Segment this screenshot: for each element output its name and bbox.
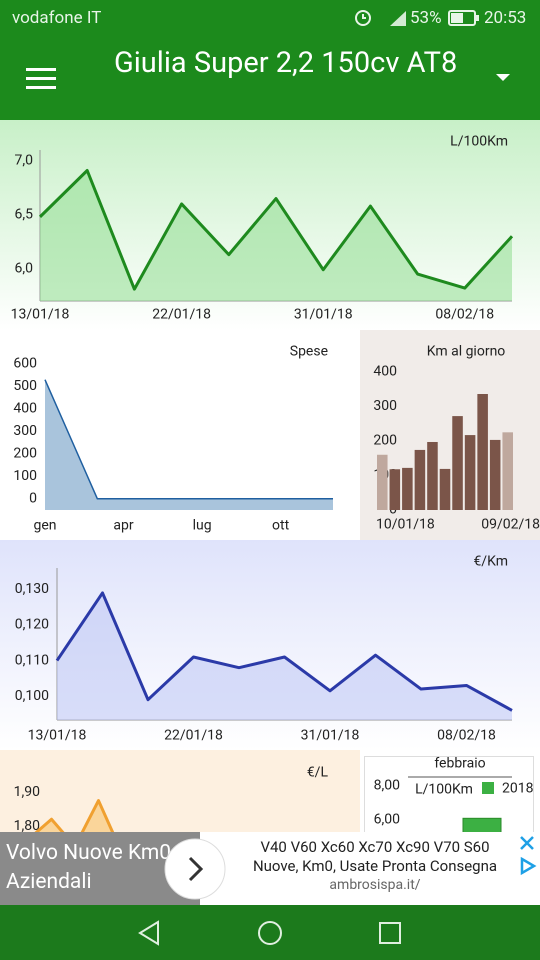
y-tick-label: 0,130 bbox=[15, 581, 49, 597]
y-tick-label: 0,120 bbox=[15, 617, 49, 633]
y-tick-label: 400 bbox=[373, 364, 397, 380]
home-button[interactable] bbox=[258, 921, 282, 945]
area-fill bbox=[40, 170, 512, 301]
vehicle-title: Giulia Super 2,2 150cv AT8 bbox=[114, 46, 458, 80]
ad-headline: Volvo Nuove Km0 Aziendali bbox=[6, 841, 172, 894]
chart-panel: L/100Km 6,0 6,5 7,0 13/01/18 22/01/18 31/01/18… bbox=[0, 120, 540, 330]
ad-left: Volvo Nuove Km0 Aziendali bbox=[0, 832, 200, 905]
battery-icon bbox=[448, 10, 479, 26]
y-tick-label: 6,00 bbox=[374, 812, 400, 828]
clock: 20:53 bbox=[484, 8, 527, 28]
y-tick-label: 600 bbox=[13, 356, 37, 372]
chart-title: €/Km bbox=[473, 554, 508, 570]
y-tick-label: 6,0 bbox=[15, 260, 34, 276]
ad-text: V40 V60 Xc60 Xc70 Xc90 V70 S60 Nuove, Km… bbox=[252, 838, 498, 875]
x-tick-label: gen bbox=[33, 518, 56, 534]
chart-title: Spese bbox=[290, 344, 328, 360]
status-bar: vodafone IT 53% 20:53 bbox=[0, 0, 540, 36]
x-tick-label: 10/01/18 bbox=[376, 517, 435, 533]
bar bbox=[464, 435, 476, 510]
bar bbox=[477, 394, 488, 510]
x-tick-label: ott bbox=[272, 518, 290, 534]
y-tick-label: 7,0 bbox=[15, 152, 34, 168]
x-tick-label: 31/01/18 bbox=[294, 307, 353, 323]
chart-panel: febbraio 6,00 8,00 L/100Km 2018 bbox=[364, 756, 534, 832]
dropdown-button[interactable] bbox=[494, 72, 512, 84]
bar bbox=[389, 469, 401, 510]
x-tick-label: apr bbox=[113, 518, 133, 534]
x-tick-label: lug bbox=[193, 518, 212, 534]
x-tick-label: 08/02/18 bbox=[437, 728, 496, 744]
ad-banner[interactable]: Volvo Nuove Km0 Aziendali V40 V60 Xc60 X… bbox=[0, 832, 540, 905]
panel-background bbox=[0, 750, 360, 832]
y-tick-label: 200 bbox=[373, 433, 397, 449]
y-tick-label: 300 bbox=[13, 423, 37, 439]
chart-title: febbraio bbox=[434, 756, 485, 772]
y-tick-label: 0,100 bbox=[15, 688, 49, 704]
line bbox=[55, 591, 513, 712]
chart-title: Km al giorno bbox=[427, 344, 506, 360]
charts: L/100Km 6,0 6,5 7,0 13/01/18 22/01/18 31/01/18… bbox=[0, 120, 540, 832]
chart-panel: Spese 0 100 200 300 400 500 600 gen apr lug ott bbox=[0, 330, 360, 540]
y-tick-label: 100 bbox=[13, 468, 37, 484]
nav-buttons bbox=[138, 920, 401, 946]
status-icons bbox=[355, 10, 406, 26]
chart-panel: Km al giorno010020030040010/01/1809/02/1… bbox=[360, 330, 540, 540]
bar bbox=[427, 441, 438, 510]
line bbox=[34, 799, 115, 832]
x-tick-label: 31/01/18 bbox=[301, 728, 360, 744]
bar bbox=[502, 432, 513, 510]
bar bbox=[377, 454, 388, 510]
area-fill bbox=[57, 592, 512, 720]
y-tick-label: 0 bbox=[29, 490, 37, 506]
y-tick-label: 0,110 bbox=[15, 652, 49, 668]
x-tick-label: 08/02/18 bbox=[435, 307, 494, 323]
legend-swatch bbox=[482, 782, 494, 794]
chart-panel: €/Km 0,100 0,110 0,120 0,130 13/01/18 22/01/18… bbox=[0, 540, 540, 750]
panel-border bbox=[364, 756, 534, 832]
legend-label: 2018 bbox=[502, 781, 534, 797]
x-tick-label: 13/01/18 bbox=[11, 307, 70, 323]
carrier: vodafone IT bbox=[12, 8, 102, 28]
y-tick-label: 400 bbox=[13, 401, 37, 417]
bar bbox=[439, 468, 451, 510]
bar bbox=[402, 467, 413, 510]
recents-button[interactable] bbox=[379, 922, 401, 944]
x-tick-label: 22/01/18 bbox=[152, 307, 211, 323]
chart-title: €/L bbox=[307, 765, 329, 781]
area-fill bbox=[45, 379, 333, 510]
y-tick-label: 1,90 bbox=[14, 784, 40, 800]
menu-button[interactable] bbox=[26, 66, 58, 90]
app-bar: Giulia Super 2,2 150cv AT8 bbox=[0, 36, 540, 120]
line bbox=[44, 379, 333, 500]
bar bbox=[462, 817, 502, 832]
back-button[interactable] bbox=[138, 920, 159, 946]
y-axis-label: L/100Km bbox=[415, 782, 473, 798]
y-tick-label: 500 bbox=[13, 378, 37, 394]
chart-panel: €/L 1,80 1,90 bbox=[0, 750, 360, 832]
battery-level: 53% bbox=[410, 8, 442, 28]
bar bbox=[414, 449, 426, 510]
ad-controls[interactable] bbox=[518, 834, 538, 878]
y-tick-label: 6,5 bbox=[15, 206, 34, 222]
x-tick-label: 22/01/18 bbox=[164, 728, 223, 744]
y-tick-label: 1,80 bbox=[14, 818, 40, 832]
x-tick-label: 13/01/18 bbox=[28, 728, 87, 744]
y-tick-label: 200 bbox=[13, 446, 37, 462]
bar bbox=[489, 439, 501, 510]
bar bbox=[452, 416, 463, 510]
x-tick-label: 09/02/18 bbox=[481, 517, 540, 533]
y-tick-label: 300 bbox=[373, 398, 397, 414]
y-tick-label: 8,00 bbox=[374, 778, 400, 794]
navigation-bar bbox=[0, 905, 540, 960]
line bbox=[38, 168, 514, 291]
area-fill bbox=[36, 800, 113, 832]
chart-title: L/100Km bbox=[450, 134, 508, 150]
ad-arrow[interactable] bbox=[164, 838, 226, 900]
panel-background bbox=[364, 756, 534, 832]
ad-url: ambrosispa.it/ bbox=[329, 877, 421, 893]
